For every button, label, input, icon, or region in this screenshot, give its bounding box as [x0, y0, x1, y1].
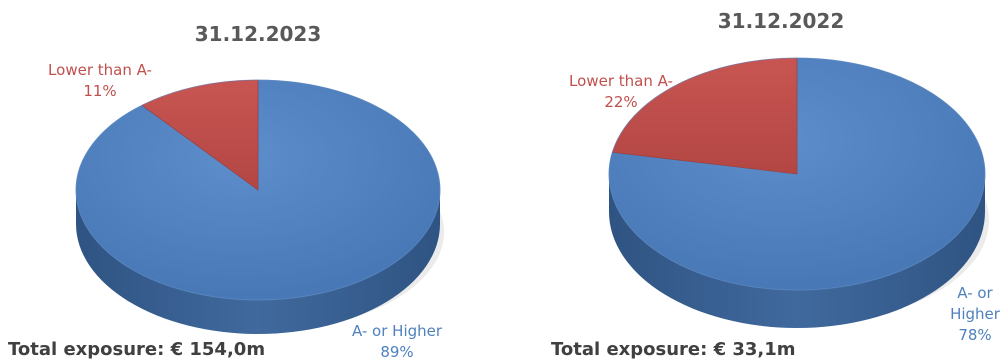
- data-label-higher-name: A- or Higher: [352, 322, 443, 340]
- data-label-higher-name-2: Higher: [950, 305, 1001, 323]
- pie-2023: [75, 79, 444, 334]
- total-exposure-label: Total exposure: € 154,0m: [8, 339, 265, 360]
- data-label-lower-name: Lower than A-: [569, 72, 673, 90]
- data-label-lower-value: 11%: [83, 82, 116, 100]
- pie-rim: [608, 57, 986, 291]
- data-label-higher-name: A- or: [957, 284, 993, 302]
- pie-side: [609, 174, 985, 328]
- pie-side: [76, 190, 440, 334]
- data-label-lower-name: Lower than A-: [48, 61, 152, 79]
- data-label-higher-value: 78%: [958, 326, 991, 344]
- chart-2023: 31.12.2023 Lower than A- 11% A- or Highe…: [8, 22, 444, 361]
- pie-2022: [608, 57, 989, 328]
- total-exposure-label: Total exposure: € 33,1m: [551, 339, 796, 360]
- chart-title: 31.12.2022: [718, 9, 845, 33]
- chart-title: 31.12.2023: [195, 22, 322, 46]
- data-label-lower-value: 22%: [604, 93, 637, 111]
- chart-2022: 31.12.2022 Lower than A- 22% A- or Highe…: [551, 9, 1001, 360]
- pie-rim: [75, 79, 441, 301]
- data-label-higher-value: 89%: [380, 343, 413, 361]
